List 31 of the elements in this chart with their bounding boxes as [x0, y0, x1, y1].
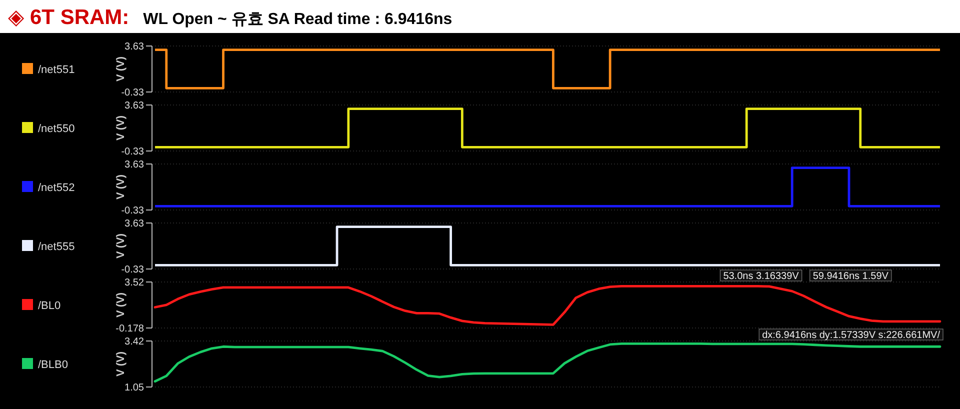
legend-label: /BLB0 [38, 359, 68, 371]
y-axis-title: V (V) [115, 233, 127, 259]
y-tick-label: 1.05 [124, 382, 144, 394]
annotation: dx:6.9416ns dy:1.57339V s:226.661MV/ [762, 330, 940, 341]
y-tick-label: -0.33 [121, 146, 144, 158]
legend-label: /net552 [38, 182, 75, 194]
y-tick-label: -0.33 [121, 206, 144, 216]
y-tick-label: 3.63 [124, 160, 144, 170]
y-tick-label: 3.63 [124, 42, 144, 52]
y-tick-label: 3.63 [124, 100, 144, 112]
line-series [154, 285, 942, 326]
chart-subtitle: WL Open ~ 유효 SA Read time : 6.9416ns [143, 11, 452, 28]
chart-title: ◈ 6T SRAM: [8, 6, 130, 29]
y-axis-title: V (V) [115, 115, 127, 141]
y-axis-title: V (V) [115, 292, 127, 318]
y-tick-label: -0.178 [116, 324, 144, 334]
y-axis-title: V (V) [115, 351, 127, 377]
annotation: 59.9416ns 1.59V [812, 271, 889, 282]
y-tick-label: 3.42 [124, 336, 144, 348]
y-axis-title: V (V) [115, 56, 127, 82]
y-tick-label: -0.33 [121, 88, 144, 98]
legend-label: /BL0 [38, 300, 61, 312]
legend-label: /net551 [38, 64, 75, 76]
legend-label: /net555 [38, 241, 75, 253]
annotation: 53.0ns 3.16339V [723, 271, 800, 282]
line-series [154, 342, 942, 383]
y-tick-label: -0.33 [121, 264, 144, 276]
y-axis-title: V (V) [115, 174, 127, 200]
y-tick-label: 3.63 [124, 218, 144, 230]
y-tick-label: 3.52 [124, 278, 144, 288]
legend-label: /net550 [38, 123, 75, 135]
